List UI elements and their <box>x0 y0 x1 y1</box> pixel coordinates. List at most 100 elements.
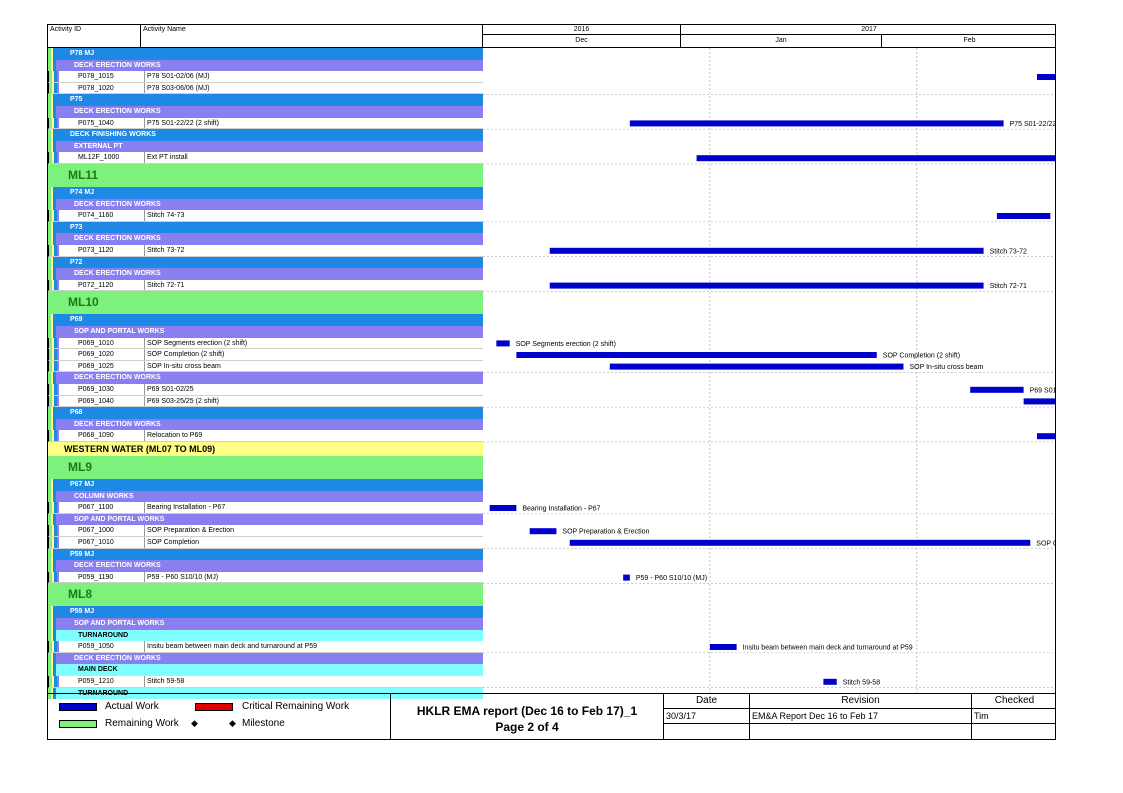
activity-name: P78 S03-06/06 (MJ) <box>144 82 210 94</box>
activity-row[interactable]: P067_1100 Bearing Installation - P67 <box>48 502 483 514</box>
wbs-label: P74 MJ <box>70 189 95 196</box>
wbs-label: SOP AND PORTAL WORKS <box>74 515 165 523</box>
milestone-diamond-icon: ◆ <box>229 718 236 728</box>
activity-row[interactable]: P069_1025 SOP In-situ cross beam <box>48 360 483 373</box>
bar-label: Insitu beam between main deck and turnar… <box>743 645 913 652</box>
activity-row[interactable]: P078_1020 P78 S03-06/06 (MJ) <box>48 82 483 95</box>
column-header: Activity ID Activity Name 2016 2017 Dec … <box>48 25 1055 48</box>
wbs-band-row[interactable]: P72 <box>48 256 483 269</box>
wbs-label: DECK ERECTION WORKS <box>74 654 161 662</box>
wbs-band-row[interactable]: COLUMN WORKS <box>48 490 483 503</box>
activity-name: P69 S01-02/25 <box>144 384 194 395</box>
activity-name: Bearing Installation - P67 <box>144 502 225 513</box>
activity-row[interactable]: P074_1160 Stitch 74-73 <box>48 210 483 222</box>
wbs-label: DECK ERECTION WORKS <box>74 61 161 69</box>
wbs-band-row[interactable]: DECK ERECTION WORKS <box>48 652 483 665</box>
activity-row[interactable]: P068_1090 Relocation to P69 <box>48 430 483 442</box>
month-feb-header: Feb <box>963 37 976 44</box>
wbs-label: P75 <box>70 96 83 104</box>
activity-row[interactable]: P067_1010 SOP Completion <box>48 537 483 549</box>
wbs-band-row[interactable]: DECK ERECTION WORKS <box>48 418 483 431</box>
wbs-band-row[interactable]: ML9 <box>48 456 483 479</box>
activity-id: P068_1090 <box>78 432 114 440</box>
activity-row[interactable]: P073_1120 Stitch 73-72 <box>48 245 483 257</box>
wbs-band-row[interactable]: SOP AND PORTAL WORKS <box>48 513 483 526</box>
date-label: Date <box>664 694 750 709</box>
gantt-bar <box>549 247 984 254</box>
wbs-band-row[interactable]: P67 MJ <box>48 479 483 491</box>
wbs-band-row[interactable]: P78 MJ <box>48 48 483 60</box>
activity-id: P067_1010 <box>78 539 114 546</box>
activity-id: P078_1020 <box>78 84 114 92</box>
wbs-label: DECK ERECTION WORKS <box>74 108 161 115</box>
wbs-label: TURNAROUND <box>78 631 129 639</box>
activity-row[interactable]: P078_1015 P78 S01-02/06 (MJ) <box>48 71 483 83</box>
milestone-label: Milestone <box>242 718 285 729</box>
activity-row[interactable]: P059_1050 Insitu beam between main deck a… <box>48 641 483 653</box>
wbs-band-row[interactable]: DECK ERECTION WORKS <box>48 372 483 384</box>
activity-row[interactable]: ML12F_1000 Ext PT install <box>48 152 483 164</box>
activity-row[interactable]: P072_1120 Stitch 72-71 <box>48 279 483 292</box>
wbs-band-row[interactable]: DECK ERECTION WORKS <box>48 233 483 245</box>
activity-row[interactable]: P069_1040 P69 S03-25/25 (2 shift) <box>48 395 483 408</box>
title-box: HKLR EMA report (Dec 16 to Feb 17)_1 Pag… <box>390 694 664 739</box>
wbs-band-row[interactable]: MAIN DECK <box>48 664 483 676</box>
wbs-label: P78 MJ <box>70 50 95 57</box>
wbs-label: MAIN DECK <box>78 666 118 674</box>
activity-name-header-label: Activity Name <box>143 26 186 33</box>
activity-name: SOP Segments erection (2 shift) <box>144 337 247 349</box>
wbs-label: P59 MJ <box>70 550 95 558</box>
activity-id-header[interactable]: Activity ID <box>48 25 141 47</box>
activity-row[interactable]: P069_1030 P69 S01-02/25 <box>48 384 483 396</box>
wbs-band-row[interactable]: P59 MJ <box>48 548 483 561</box>
wbs-band-row[interactable]: ML8 <box>48 583 483 607</box>
wbs-band-row[interactable]: ML11 <box>48 164 483 187</box>
bar-label: SOP Preparation & Erection <box>562 529 649 536</box>
wbs-band-row[interactable]: P69 <box>48 314 483 326</box>
wbs-band-row[interactable]: DECK ERECTION WORKS <box>48 59 483 72</box>
activity-row[interactable]: P067_1000 SOP Preparation & Erection <box>48 525 483 537</box>
activity-row[interactable]: P075_1040 P75 S01-22/22 (2 shift) <box>48 117 483 130</box>
activity-name: Stitch 73-72 <box>144 245 184 256</box>
actual-work-label: Actual Work <box>105 701 159 712</box>
gantt-bar <box>1036 74 1055 80</box>
wbs-band-row[interactable]: DECK ERECTION WORKS <box>48 268 483 280</box>
gantt-bar <box>996 213 1051 219</box>
wbs-band-row[interactable]: DECK ERECTION WORKS <box>48 560 483 572</box>
gantt-bar <box>629 120 1004 127</box>
wbs-band-row[interactable]: ML10 <box>48 291 483 315</box>
activity-name: P78 S01-02/06 (MJ) <box>144 71 210 82</box>
wbs-band-row[interactable]: EXTERNAL PT <box>48 140 483 153</box>
wbs-band-row[interactable]: P74 MJ <box>48 187 483 199</box>
wbs-label: DECK ERECTION WORKS <box>74 420 161 428</box>
remaining-work-swatch <box>59 720 97 728</box>
wbs-band-row[interactable]: WESTERN WATER (ML07 TO ML09) <box>48 442 483 456</box>
bar-label: P59 - P60 S10/10 (MJ) <box>636 575 707 582</box>
activity-row[interactable]: P059_1210 Stitch 59-58 <box>48 676 483 688</box>
activity-name: Insitu beam between main deck and turnar… <box>144 641 317 652</box>
month-dec-header: Dec <box>483 35 681 47</box>
wbs-band-row[interactable]: DECK ERECTION WORKS <box>48 106 483 118</box>
wbs-label: DECK ERECTION WORKS <box>74 374 161 382</box>
wbs-band-row[interactable]: TURNAROUND <box>48 629 483 642</box>
activity-row[interactable]: P059_1190 P59 - P60 S10/10 (MJ) <box>48 571 483 584</box>
bar-label: Stitch 59-58 <box>843 679 880 686</box>
activity-name-header[interactable]: Activity Name <box>141 25 483 47</box>
wbs-band-row[interactable]: P59 MJ <box>48 606 483 618</box>
activity-name: SOP Completion <box>144 537 199 548</box>
activity-row[interactable]: P069_1020 SOP Completion (2 shift) <box>48 349 483 361</box>
wbs-band-row[interactable]: DECK ERECTION WORKS <box>48 198 483 211</box>
wbs-band-row[interactable]: DECK FINISHING WORKS <box>48 129 483 141</box>
activity-row[interactable]: P069_1010 SOP Segments erection (2 shift) <box>48 337 483 350</box>
activity-id: P075_1040 <box>78 119 114 127</box>
wbs-band-row[interactable]: P73 <box>48 221 483 234</box>
wbs-band-row[interactable]: SOP AND PORTAL WORKS <box>48 618 483 630</box>
wbs-band-row[interactable]: SOP AND PORTAL WORKS <box>48 326 483 338</box>
year-2016-header: 2016 <box>483 25 681 35</box>
wbs-band-row[interactable]: P75 <box>48 94 483 106</box>
wbs-band-row[interactable]: P68 <box>48 407 483 419</box>
wbs-label: DECK ERECTION WORKS <box>74 200 161 208</box>
actual-work-swatch <box>59 703 97 711</box>
activity-name: SOP Completion (2 shift) <box>144 349 224 360</box>
gantt-bar <box>569 539 1031 546</box>
